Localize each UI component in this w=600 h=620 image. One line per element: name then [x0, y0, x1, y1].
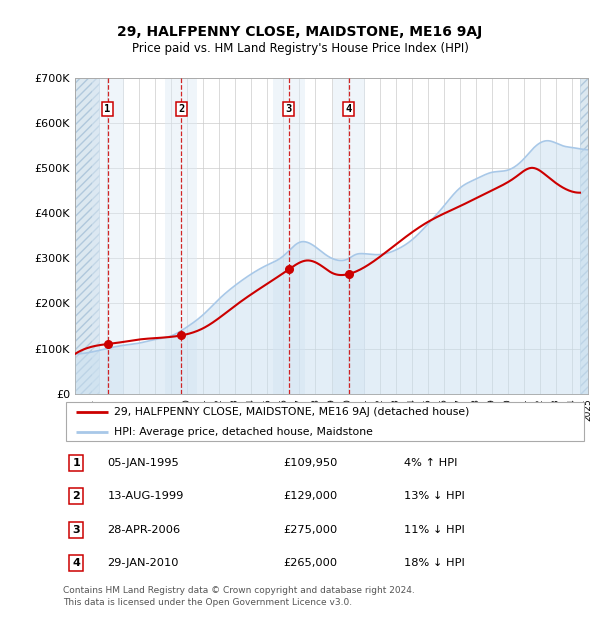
Bar: [75, 78, 99, 394]
Bar: [333, 78, 365, 394]
Text: 1: 1: [104, 104, 110, 114]
Text: 4: 4: [346, 104, 352, 114]
Text: 3: 3: [73, 525, 80, 534]
Text: £109,950: £109,950: [284, 458, 338, 468]
Text: 13% ↓ HPI: 13% ↓ HPI: [404, 492, 465, 502]
Text: Price paid vs. HM Land Registry's House Price Index (HPI): Price paid vs. HM Land Registry's House …: [131, 42, 469, 55]
Text: 29-JAN-2010: 29-JAN-2010: [107, 558, 179, 568]
Text: 11% ↓ HPI: 11% ↓ HPI: [404, 525, 465, 534]
Text: HPI: Average price, detached house, Maidstone: HPI: Average price, detached house, Maid…: [115, 427, 373, 436]
Text: £265,000: £265,000: [284, 558, 338, 568]
Text: 05-JAN-1995: 05-JAN-1995: [107, 458, 179, 468]
Text: £129,000: £129,000: [284, 492, 338, 502]
Bar: [165, 78, 197, 394]
Bar: [580, 78, 588, 394]
Text: 13-AUG-1999: 13-AUG-1999: [107, 492, 184, 502]
Text: £275,000: £275,000: [284, 525, 338, 534]
Text: Contains HM Land Registry data © Crown copyright and database right 2024.
This d: Contains HM Land Registry data © Crown c…: [63, 586, 415, 607]
Text: 4% ↑ HPI: 4% ↑ HPI: [404, 458, 458, 468]
Text: 2: 2: [178, 104, 184, 114]
Bar: [92, 78, 124, 394]
Text: 3: 3: [286, 104, 292, 114]
Text: 28-APR-2006: 28-APR-2006: [107, 525, 181, 534]
Text: 29, HALFPENNY CLOSE, MAIDSTONE, ME16 9AJ: 29, HALFPENNY CLOSE, MAIDSTONE, ME16 9AJ: [118, 25, 482, 39]
Text: 2: 2: [72, 492, 80, 502]
Text: 4: 4: [72, 558, 80, 568]
Text: 29, HALFPENNY CLOSE, MAIDSTONE, ME16 9AJ (detached house): 29, HALFPENNY CLOSE, MAIDSTONE, ME16 9AJ…: [115, 407, 470, 417]
FancyBboxPatch shape: [65, 402, 584, 441]
Text: 18% ↓ HPI: 18% ↓ HPI: [404, 558, 465, 568]
Text: 1: 1: [72, 458, 80, 468]
Bar: [272, 78, 305, 394]
